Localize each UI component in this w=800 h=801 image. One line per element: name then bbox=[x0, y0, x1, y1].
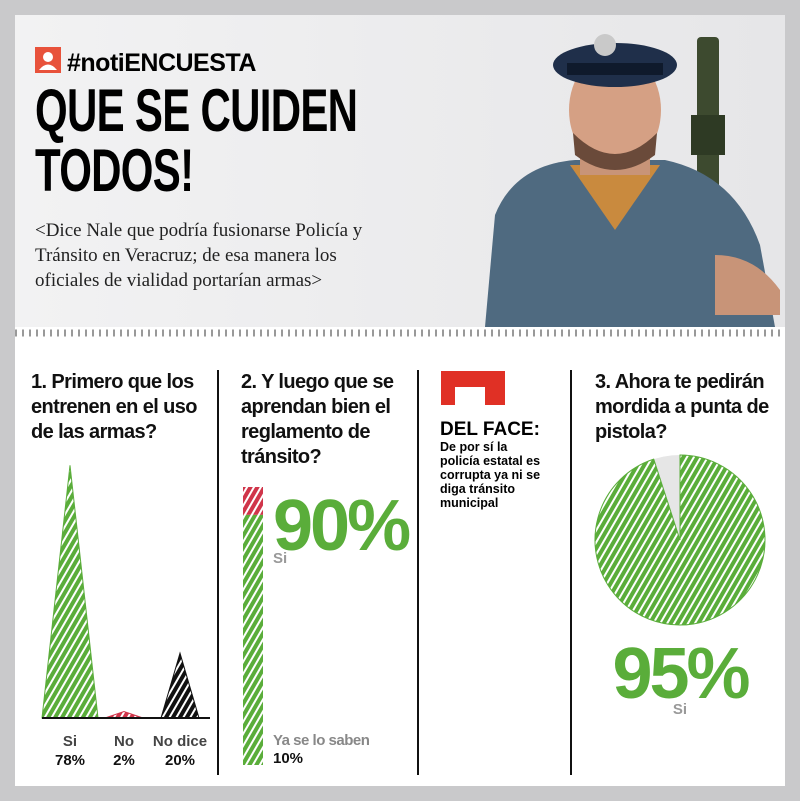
aside-text: De por sí la policía estatal es corrupta… bbox=[440, 440, 541, 510]
question: 1. Primero que los entrenen en el uso de… bbox=[31, 371, 198, 443]
value-label: 2% bbox=[113, 752, 135, 769]
question: 3. Ahora te pedirán mordida a punta de p… bbox=[595, 371, 769, 443]
value-label: 20% bbox=[165, 752, 195, 769]
category-label: Ya se lo saben bbox=[273, 732, 370, 749]
value-label: 95% bbox=[612, 634, 749, 714]
bar-segment bbox=[243, 514, 263, 765]
flag-icon bbox=[441, 371, 505, 405]
value-label: 10% bbox=[273, 750, 303, 767]
infographic: #notiENCUESTA QUE SE CUIDEN TODOS! <Dice… bbox=[15, 15, 785, 786]
icon bbox=[35, 47, 61, 73]
pie-slice bbox=[594, 454, 766, 626]
bar-segment bbox=[243, 487, 263, 515]
subtitle: <Dice Nale que podría fusionarse Policía… bbox=[35, 220, 363, 291]
flag-icon bbox=[441, 371, 455, 405]
police-illustration bbox=[485, 34, 780, 327]
headline: QUE SE CUIDEN TODOS! bbox=[35, 77, 358, 204]
question: 2. Y luego que se aprendan bien el regla… bbox=[241, 371, 394, 468]
spike bbox=[41, 465, 99, 719]
value-label: 90% bbox=[273, 486, 410, 566]
tag: #notiENCUESTA bbox=[67, 49, 256, 77]
category-label: No dice bbox=[153, 733, 207, 750]
category-label: Si bbox=[673, 701, 687, 718]
value-label: 78% bbox=[55, 752, 85, 769]
category-label: Si bbox=[273, 550, 287, 567]
spike bbox=[160, 651, 200, 719]
category-label: Si bbox=[63, 733, 77, 750]
aside-title: DEL FACE: bbox=[440, 419, 540, 440]
category-label: No bbox=[114, 733, 134, 750]
